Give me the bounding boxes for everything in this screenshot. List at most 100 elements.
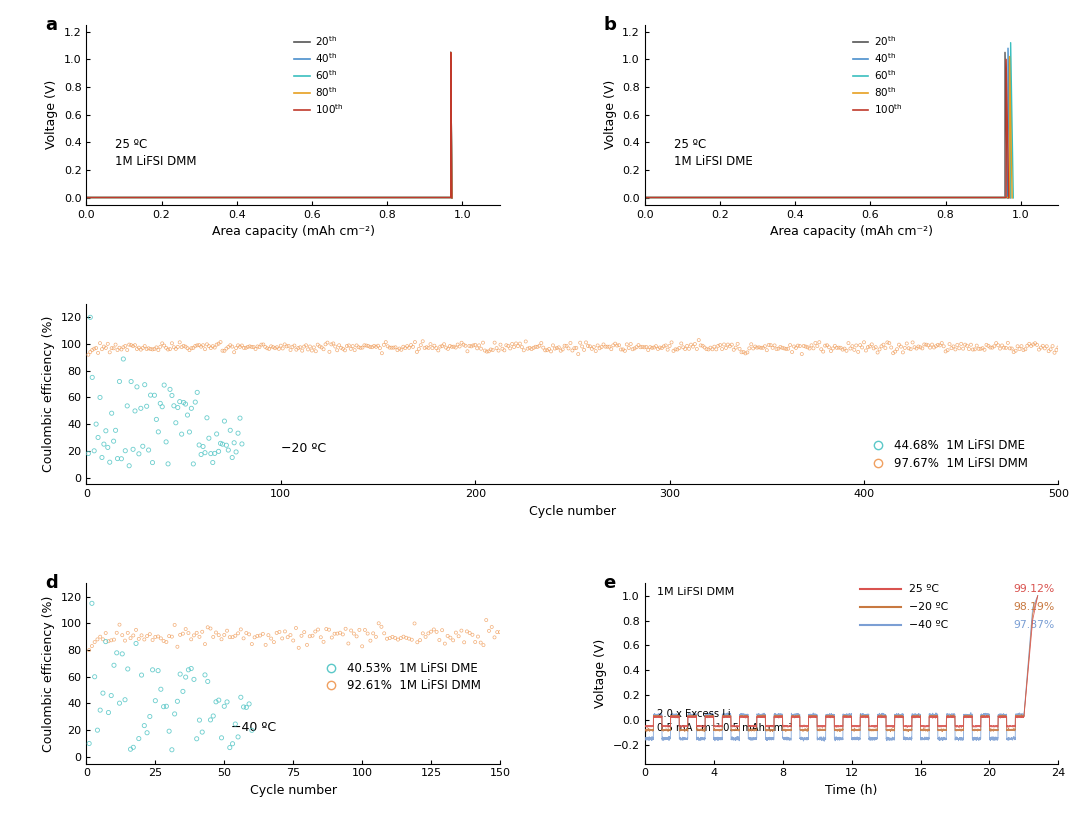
Point bbox=[254, 627, 271, 640]
Point bbox=[1023, 339, 1040, 352]
Point bbox=[126, 405, 144, 418]
Point bbox=[423, 342, 441, 355]
Point bbox=[107, 338, 124, 351]
Point bbox=[147, 694, 164, 707]
Point bbox=[270, 342, 287, 355]
Point bbox=[496, 344, 513, 357]
Point bbox=[612, 343, 630, 356]
Point bbox=[576, 343, 593, 356]
Point bbox=[1003, 342, 1021, 355]
Point bbox=[403, 338, 420, 351]
Point bbox=[919, 339, 936, 352]
Point bbox=[158, 342, 175, 355]
Point bbox=[869, 346, 887, 359]
Point bbox=[252, 629, 269, 642]
Point bbox=[219, 341, 237, 354]
Point bbox=[710, 339, 727, 352]
Point bbox=[296, 340, 313, 353]
Point bbox=[83, 597, 100, 610]
Point bbox=[819, 339, 836, 352]
Point bbox=[704, 342, 721, 355]
Point bbox=[332, 626, 349, 640]
Point bbox=[488, 626, 505, 639]
Point bbox=[501, 342, 518, 355]
Point bbox=[807, 337, 824, 350]
Point bbox=[132, 343, 149, 356]
Point bbox=[860, 341, 877, 354]
Point bbox=[831, 341, 848, 354]
Point bbox=[99, 635, 117, 648]
Point bbox=[160, 343, 177, 356]
Point bbox=[417, 631, 434, 644]
Point bbox=[928, 340, 945, 353]
Point bbox=[904, 336, 921, 349]
Point bbox=[887, 345, 904, 358]
Point bbox=[248, 630, 266, 643]
Point bbox=[326, 340, 343, 353]
Point bbox=[581, 340, 598, 353]
Point bbox=[238, 701, 255, 714]
Point bbox=[443, 340, 460, 353]
Point bbox=[161, 383, 178, 396]
Point bbox=[189, 339, 206, 352]
Point bbox=[147, 631, 164, 644]
Point bbox=[136, 340, 153, 353]
Point bbox=[428, 626, 445, 639]
Point bbox=[943, 342, 960, 355]
Point bbox=[397, 631, 415, 644]
Point bbox=[306, 341, 323, 354]
Text: 25 ºC
1M LiFSI DMM: 25 ºC 1M LiFSI DMM bbox=[116, 138, 197, 168]
Point bbox=[851, 338, 868, 351]
Point bbox=[686, 337, 703, 351]
Point bbox=[179, 409, 197, 422]
Point bbox=[416, 342, 433, 355]
Point bbox=[435, 337, 453, 351]
Point bbox=[470, 630, 487, 643]
Point bbox=[848, 339, 865, 352]
Point bbox=[846, 343, 863, 356]
Point bbox=[99, 441, 117, 454]
Point bbox=[442, 631, 459, 644]
Point bbox=[194, 338, 212, 351]
Point bbox=[1018, 339, 1036, 352]
Point bbox=[301, 630, 319, 643]
Point bbox=[158, 635, 175, 649]
Point bbox=[309, 338, 326, 351]
Point bbox=[408, 346, 426, 359]
Point bbox=[976, 343, 994, 356]
Point bbox=[112, 452, 130, 466]
Point bbox=[649, 342, 666, 355]
Point bbox=[268, 341, 285, 354]
Point bbox=[573, 340, 591, 353]
Point bbox=[923, 338, 941, 351]
Point bbox=[578, 336, 595, 349]
Point bbox=[180, 425, 198, 438]
Point bbox=[712, 338, 729, 351]
Point bbox=[569, 347, 586, 360]
Point bbox=[756, 340, 773, 353]
Point bbox=[111, 375, 129, 388]
Point bbox=[313, 341, 330, 354]
Point bbox=[731, 342, 748, 355]
Point bbox=[1015, 343, 1032, 356]
Point bbox=[615, 343, 632, 356]
Point bbox=[568, 342, 585, 355]
X-axis label: Cycle number: Cycle number bbox=[529, 505, 616, 517]
Point bbox=[216, 344, 233, 357]
Point bbox=[141, 627, 159, 640]
Point bbox=[463, 628, 481, 641]
Point bbox=[160, 457, 177, 470]
Point bbox=[177, 622, 194, 635]
Point bbox=[389, 343, 406, 356]
Point bbox=[882, 341, 900, 354]
Point bbox=[117, 634, 134, 647]
Point bbox=[445, 340, 462, 353]
Point bbox=[193, 726, 211, 739]
Point bbox=[144, 343, 161, 356]
Point bbox=[420, 626, 437, 640]
Point bbox=[469, 342, 486, 355]
Point bbox=[291, 641, 308, 654]
Point bbox=[192, 448, 210, 461]
Point bbox=[171, 395, 188, 408]
Point bbox=[744, 342, 761, 355]
